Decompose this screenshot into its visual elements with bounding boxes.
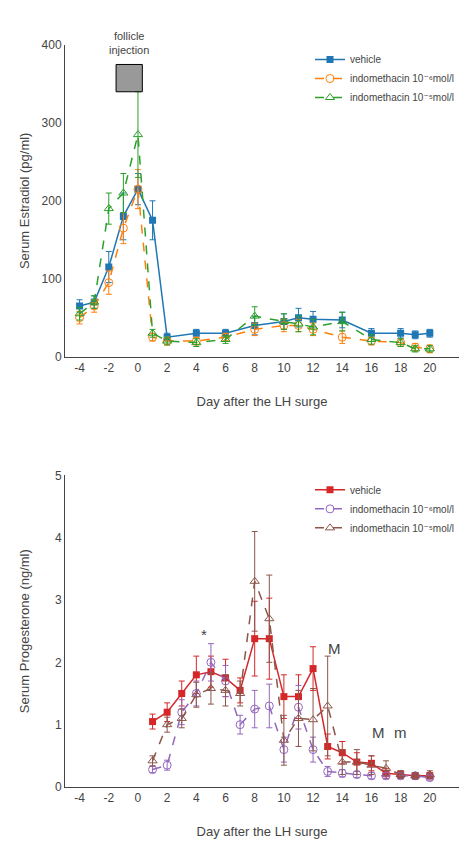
svg-text:20: 20 <box>423 791 437 805</box>
svg-text:0: 0 <box>135 361 142 375</box>
svg-text:Day after the LH surge: Day after the LH surge <box>197 824 328 839</box>
svg-text:4: 4 <box>193 361 200 375</box>
svg-text:10: 10 <box>277 791 291 805</box>
svg-text:m: m <box>394 724 407 741</box>
svg-text:200: 200 <box>42 194 62 208</box>
svg-text:16: 16 <box>365 361 379 375</box>
svg-text:14: 14 <box>336 361 350 375</box>
svg-text:vehicle: vehicle <box>350 54 382 65</box>
svg-text:18: 18 <box>394 361 408 375</box>
svg-text:M: M <box>328 640 341 657</box>
svg-text:follicleinjection: follicleinjection <box>109 30 149 56</box>
svg-text:18: 18 <box>394 791 408 805</box>
svg-text:5: 5 <box>55 469 62 483</box>
svg-text:indomethacin 10⁻⁵mol/l: indomethacin 10⁻⁵mol/l <box>350 92 454 103</box>
svg-text:-4: -4 <box>74 791 85 805</box>
svg-text:20: 20 <box>423 361 437 375</box>
svg-text:8: 8 <box>251 791 258 805</box>
svg-text:6: 6 <box>222 361 229 375</box>
svg-text:4: 4 <box>193 791 200 805</box>
svg-text:12: 12 <box>306 361 320 375</box>
svg-text:8: 8 <box>251 361 258 375</box>
svg-text:Serum Progesterone (ng/ml): Serum Progesterone (ng/ml) <box>17 549 32 713</box>
svg-text:indomethacin 10⁻⁶mol/l: indomethacin 10⁻⁶mol/l <box>350 504 454 515</box>
svg-text:vehicle: vehicle <box>350 485 382 496</box>
svg-text:12: 12 <box>306 791 320 805</box>
svg-text:2: 2 <box>164 361 171 375</box>
svg-text:14: 14 <box>336 791 350 805</box>
svg-text:1: 1 <box>55 718 62 732</box>
svg-text:3: 3 <box>55 593 62 607</box>
svg-text:M: M <box>372 724 385 741</box>
svg-text:0: 0 <box>55 350 62 364</box>
svg-text:Serum Estradiol (pg/ml): Serum Estradiol (pg/ml) <box>17 133 32 270</box>
svg-text:*: * <box>201 626 207 643</box>
svg-text:Day after the LH surge: Day after the LH surge <box>197 394 328 409</box>
svg-text:-4: -4 <box>74 361 85 375</box>
svg-text:2: 2 <box>164 791 171 805</box>
svg-text:16: 16 <box>365 791 379 805</box>
svg-text:2: 2 <box>55 656 62 670</box>
svg-text:0: 0 <box>55 780 62 794</box>
svg-text:6: 6 <box>222 791 229 805</box>
svg-text:0: 0 <box>135 791 142 805</box>
svg-text:indomethacin 10⁻⁵mol/l: indomethacin 10⁻⁵mol/l <box>350 523 454 534</box>
svg-text:300: 300 <box>42 116 62 130</box>
svg-text:400: 400 <box>42 38 62 52</box>
svg-text:10: 10 <box>277 361 291 375</box>
svg-text:-2: -2 <box>103 361 114 375</box>
svg-text:indomethacin 10⁻⁶mol/l: indomethacin 10⁻⁶mol/l <box>350 73 454 84</box>
svg-text:100: 100 <box>42 272 62 286</box>
svg-text:-2: -2 <box>103 791 114 805</box>
svg-text:4: 4 <box>55 531 62 545</box>
